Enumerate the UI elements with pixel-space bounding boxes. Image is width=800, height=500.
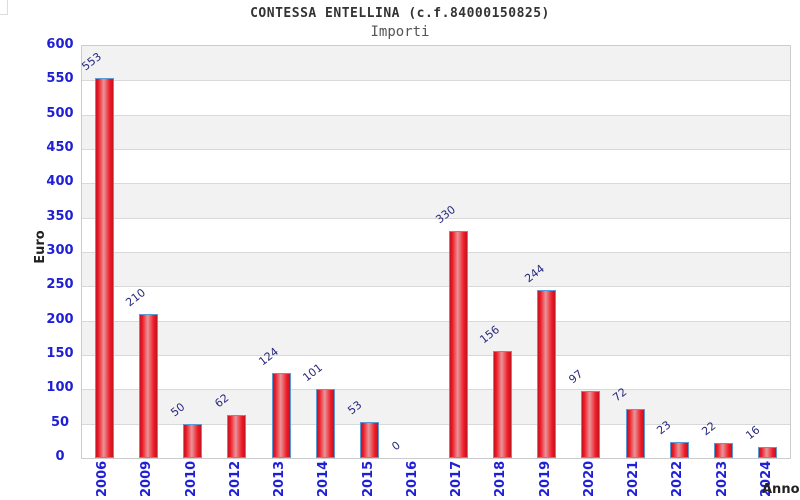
- grid-line: [82, 286, 790, 288]
- chart-subtitle: Importi: [370, 24, 430, 40]
- y-tick-label: 600: [46, 37, 74, 52]
- x-tick-label: 2020: [581, 460, 597, 497]
- x-tick-label: 2017: [449, 460, 465, 497]
- y-tick-label: 400: [46, 174, 74, 190]
- grid-band: [82, 114, 790, 149]
- grid-band: [82, 80, 790, 115]
- y-tick-label: 100: [46, 380, 74, 396]
- grid-band: [82, 252, 790, 287]
- bar: [315, 388, 335, 458]
- grid-line: [82, 217, 790, 219]
- x-tick-label: 2014: [316, 460, 332, 497]
- y-tick-label: 500: [46, 105, 74, 121]
- grid-band: [82, 183, 790, 218]
- page-corner-artifact: [0, 0, 8, 15]
- chart-title: CONTESSA ENTELLINA (c.f.84000150825): [250, 6, 550, 21]
- bar: [492, 350, 512, 458]
- bar: [138, 313, 158, 458]
- x-tick-label: 2021: [626, 460, 642, 497]
- grid-line: [82, 252, 790, 253]
- bar: [537, 290, 557, 458]
- grid-band: [82, 149, 790, 184]
- bar: [94, 78, 114, 458]
- x-tick-label: 2022: [670, 460, 686, 497]
- y-tick-label: 300: [46, 243, 74, 258]
- x-tick-label: 2010: [183, 460, 199, 497]
- bar: [183, 423, 203, 458]
- bar: [227, 415, 247, 458]
- grid-band: [82, 355, 790, 390]
- grid-line: [82, 423, 790, 425]
- grid-band: [82, 389, 790, 424]
- grid-line: [82, 183, 790, 185]
- grid-line: [82, 149, 790, 150]
- x-tick-label: 2012: [227, 460, 243, 497]
- grid-line: [82, 355, 790, 356]
- grid-band: [82, 46, 790, 81]
- y-tick-label: 550: [46, 71, 74, 87]
- x-tick-label: 2019: [537, 460, 553, 497]
- y-tick-label: 150: [46, 346, 74, 361]
- grid-band: [82, 286, 790, 321]
- grid-line: [82, 320, 790, 322]
- y-tick-label: 450: [46, 140, 74, 155]
- y-tick-label: 0: [55, 449, 65, 464]
- grid-line: [82, 114, 790, 116]
- x-tick-label: 2023: [714, 460, 730, 497]
- x-tick-label: 2016: [404, 460, 420, 497]
- y-axis-title: Euro: [33, 230, 48, 264]
- bar: [581, 391, 601, 458]
- y-tick-label: 50: [50, 414, 70, 430]
- bar: [714, 442, 734, 458]
- plot-area: [81, 45, 791, 459]
- bar: [360, 421, 380, 458]
- x-axis-title: Anno: [762, 482, 800, 497]
- bar: [758, 447, 778, 458]
- bar: [625, 408, 645, 458]
- x-tick-label: 2009: [139, 460, 155, 497]
- grid-line: [82, 389, 790, 391]
- y-tick-label: 250: [46, 277, 74, 293]
- x-tick-label: 2018: [493, 460, 509, 497]
- grid-line: [82, 80, 790, 82]
- x-tick-label: 2006: [95, 460, 111, 497]
- bar: [669, 442, 689, 458]
- bar: [271, 372, 291, 458]
- y-tick-label: 200: [46, 311, 74, 327]
- bar: [448, 231, 468, 458]
- grid-band: [82, 320, 790, 355]
- x-tick-label: 2013: [272, 460, 288, 497]
- y-tick-label: 350: [46, 208, 74, 224]
- x-tick-label: 2015: [360, 460, 376, 497]
- grid-band: [82, 217, 790, 252]
